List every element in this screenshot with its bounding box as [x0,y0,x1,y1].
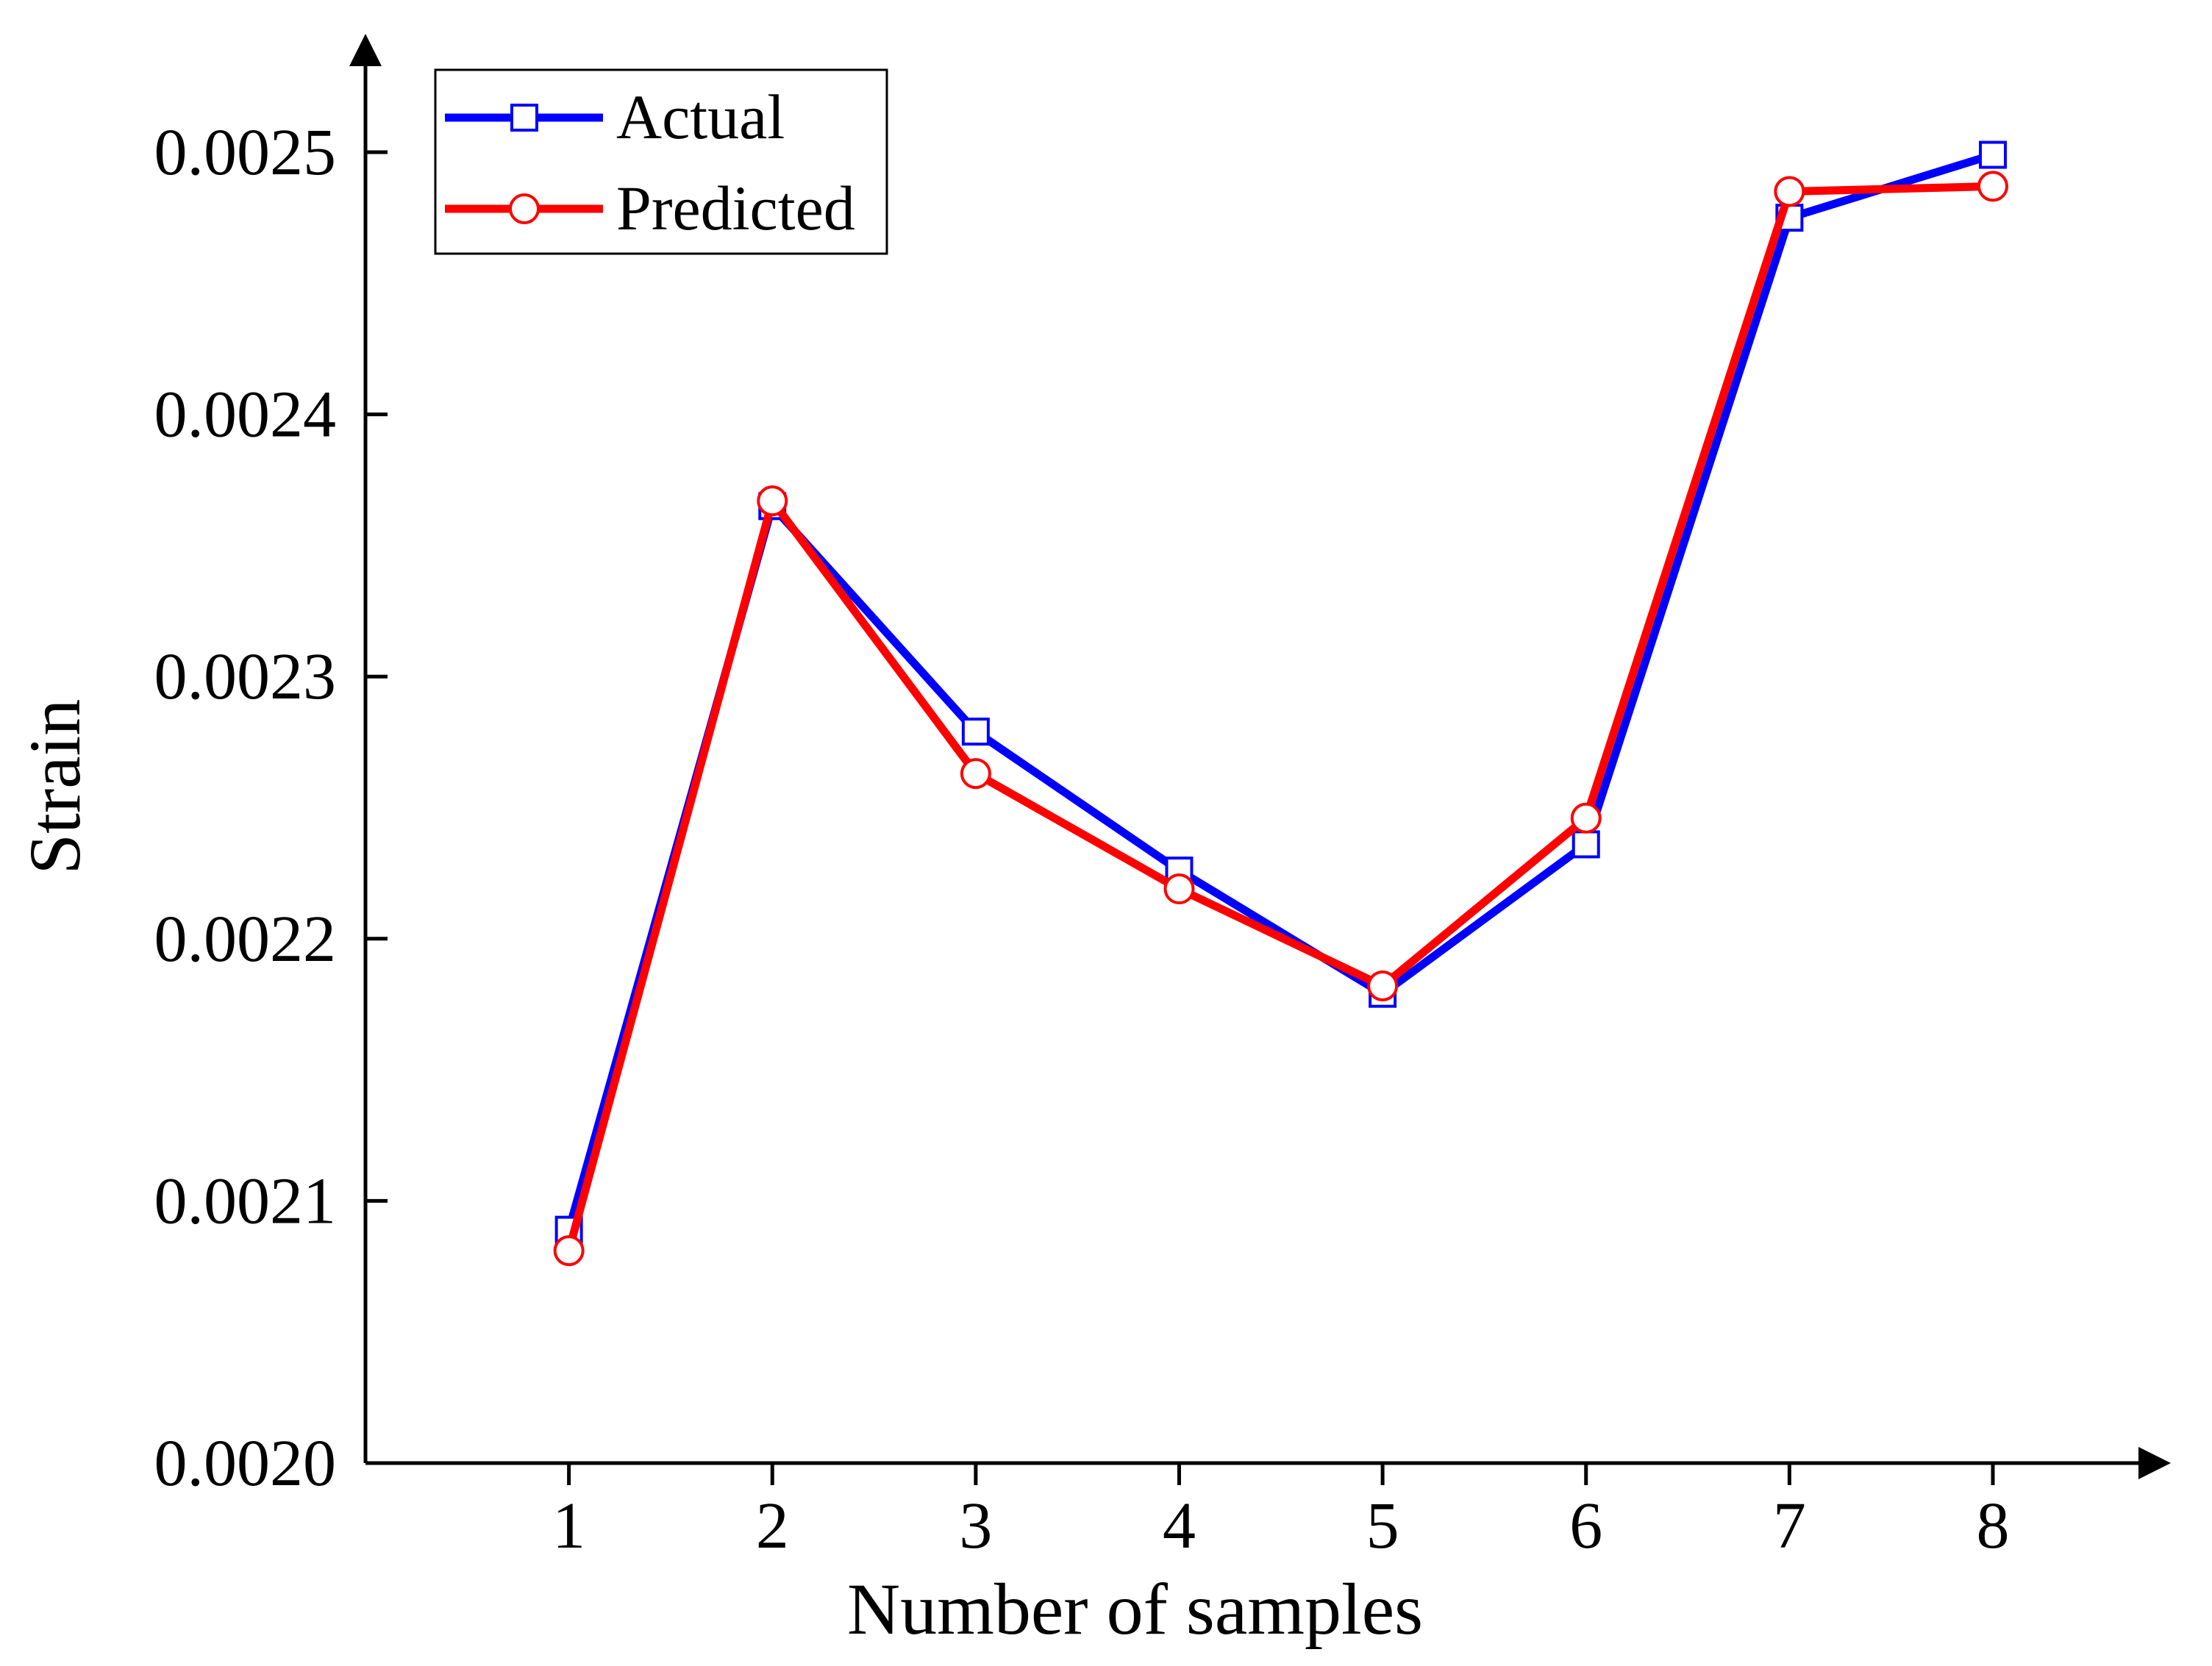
y-axis-title: Strain [14,699,96,875]
x-tick-label: 1 [552,1490,585,1562]
y-tick-label: 0.0020 [154,1427,337,1500]
data-point-actual [1979,140,2007,169]
x-axis-title: Number of samples [847,1568,1423,1650]
y-tick-label: 0.0022 [154,903,337,976]
data-point-predicted [1367,970,1399,1001]
data-point-predicted [553,1235,585,1267]
x-tick-label: 4 [1163,1490,1196,1562]
legend: Actual Predicted [434,68,888,255]
data-point-predicted [960,758,991,790]
series-layer [553,140,2008,1267]
ticks: 0.0020 0.0021 0.0022 0.0023 0.0024 0.0025 1 2 3 4… [154,116,2010,1562]
legend-label-actual: Actual [616,82,785,152]
axes [349,34,2171,1479]
legend-marker-predicted [509,193,540,224]
data-point-actual [1571,830,1600,859]
series-predicted [553,171,2008,1267]
x-tick-label: 5 [1366,1490,1399,1562]
legend-label-predicted: Predicted [616,173,855,243]
series-line-actual [565,151,1997,1234]
y-tick-label: 0.0023 [154,640,337,713]
series-actual [554,140,2007,1244]
x-tick-label: 6 [1569,1490,1602,1562]
series-line-predicted [565,182,1997,1255]
x-axis-arrow [2138,1447,2171,1479]
legend-marker-actual [510,104,538,132]
data-point-predicted [1774,176,1805,207]
y-axis-arrow [349,34,382,66]
y-tick-label: 0.0025 [154,116,337,189]
x-tick-label: 8 [1977,1490,2010,1562]
x-tick-label: 7 [1773,1490,1806,1562]
legend-box [434,68,888,255]
x-tick-label: 3 [959,1490,992,1562]
y-tick-label: 0.0024 [154,379,337,451]
x-tick-label: 2 [756,1490,789,1562]
data-point-predicted [757,485,788,517]
data-point-actual [961,718,990,746]
data-point-predicted [1570,802,1602,834]
data-point-predicted [1977,171,2008,202]
data-point-predicted [1163,873,1195,905]
y-tick-label: 0.0021 [154,1165,337,1237]
